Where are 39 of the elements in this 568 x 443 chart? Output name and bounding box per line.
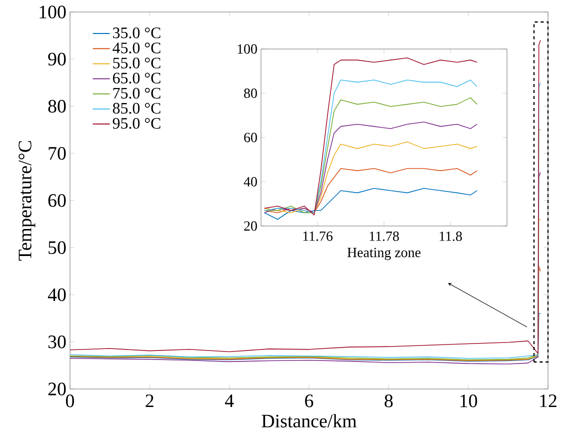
- legend-label: 35.0 °C: [113, 28, 160, 38]
- x-tick-label: 2: [146, 394, 154, 408]
- legend-label: 95.0 °C: [112, 118, 160, 129]
- legend-label: 85.0 °C: [112, 102, 160, 114]
- y-tick-label: 70: [48, 147, 66, 160]
- x-tick-label: 0: [66, 394, 74, 408]
- y-tick-label: 100: [238, 44, 257, 54]
- x-tick-label: 10: [460, 394, 478, 408]
- x-tick-label: 6: [305, 394, 314, 408]
- x-tick-label: 11.76: [303, 232, 333, 241]
- line-series: [264, 57, 478, 216]
- y-tick-label: 20: [48, 382, 66, 396]
- x-axis-title: Distance/km: [262, 414, 357, 428]
- y-tick-label: 60: [244, 132, 257, 142]
- line-series: [70, 313, 541, 362]
- x-tick-label: 11.78: [370, 232, 399, 241]
- x-tick-label: 8: [384, 394, 393, 408]
- x-tick-label: 12: [540, 394, 556, 408]
- legend-label: 65.0 °C: [112, 72, 160, 84]
- line-series: [264, 188, 478, 220]
- y-tick-label: 80: [48, 100, 66, 113]
- line-series: [264, 142, 478, 214]
- y-tick-label: 90: [48, 52, 66, 66]
- x-tick-label: 11.8: [440, 232, 462, 241]
- y-tick-label: 80: [244, 88, 257, 98]
- y-tick-label: 40: [244, 177, 257, 186]
- y-tick-label: 60: [48, 194, 66, 207]
- legend-label: 55.0 °C: [113, 58, 160, 68]
- legend-label: 75.0 °C: [113, 88, 160, 99]
- y-tick-label: 40: [48, 288, 66, 302]
- y-tick-label: 100: [40, 6, 66, 18]
- line-series: [264, 122, 478, 214]
- x-tick-label: 4: [224, 394, 234, 407]
- y-axis-title: Temperature/°C: [18, 141, 36, 261]
- y-tick-label: 50: [48, 241, 66, 254]
- y-tick-label: 20: [244, 221, 257, 231]
- x-axis-title: Heating zone: [347, 248, 420, 260]
- legend-label: 45.0 °C: [112, 42, 160, 54]
- y-tick-label: 30: [48, 336, 66, 348]
